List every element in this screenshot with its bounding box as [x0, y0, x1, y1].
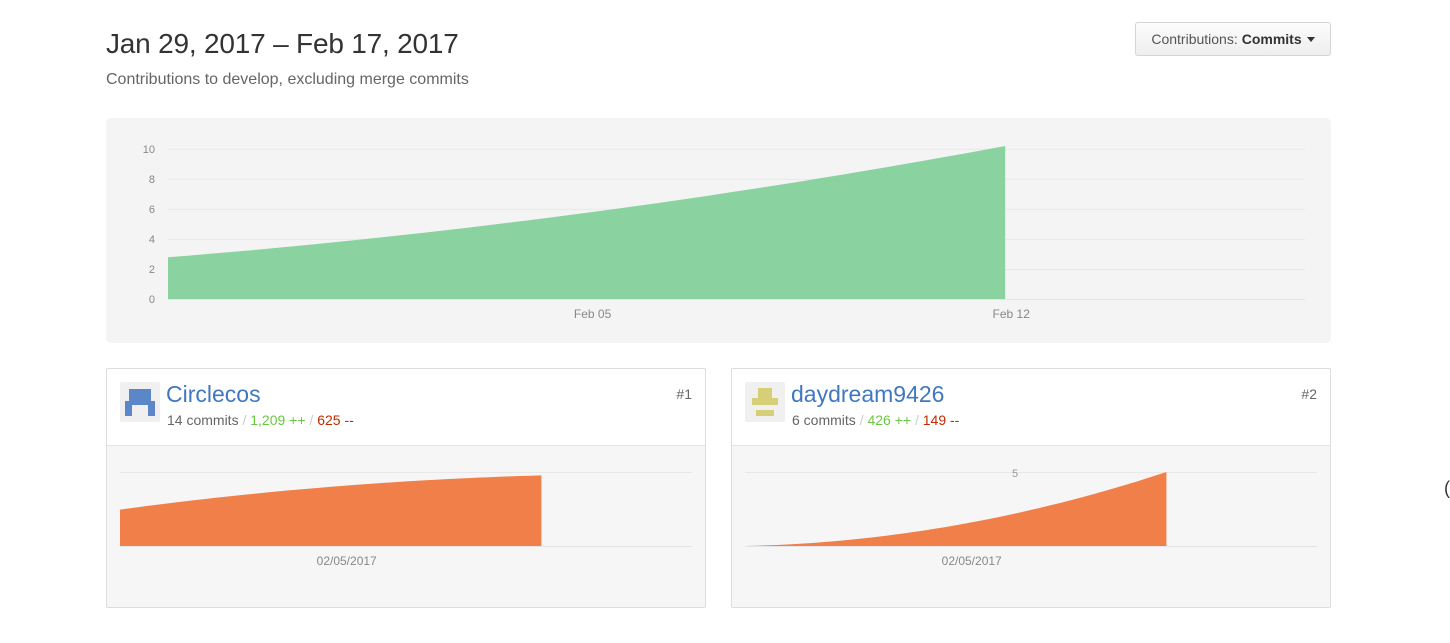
contributor-area-series [745, 472, 1167, 546]
deletions-count: 149 -- [922, 412, 960, 428]
y-tick-label: 4 [149, 234, 155, 246]
y-tick-label: 5 [1012, 468, 1018, 480]
x-tick-label: Feb 12 [993, 307, 1031, 321]
contributor-rank: #1 [676, 386, 692, 402]
stats-separator: / [242, 412, 247, 428]
x-tick-label: 02/05/2017 [942, 554, 1002, 568]
contributions-dropdown[interactable]: Contributions: Commits [1135, 22, 1331, 56]
y-tick-label: 6 [149, 204, 155, 216]
main-chart-svg: 0 2 4 6 8 10 Feb 05 Feb 12 [143, 144, 1305, 321]
contributions-dropdown-value: Commits [1241, 31, 1302, 47]
main-commits-chart: 0 2 4 6 8 10 Feb 05 Feb 12 [106, 118, 1331, 343]
y-tick-label: 2 [149, 264, 155, 276]
commit-count: 6 commits [792, 412, 856, 428]
contributor-chart-svg: 5 02/05/2017 [745, 468, 1317, 568]
contributor-card-header: daydream9426 6 commits / 426 ++ / 149 --… [732, 369, 1330, 445]
deletions-count: 625 -- [317, 412, 354, 428]
avatar[interactable] [745, 382, 785, 422]
stats-separator: / [859, 412, 864, 428]
contributor-card-header: Circlecos 14 commits / 1,209 ++ / 625 --… [107, 369, 705, 445]
avatar[interactable] [120, 382, 160, 422]
contributor-stats: 14 commits / 1,209 ++ / 625 -- [167, 412, 354, 428]
additions-count: 1,209 ++ [250, 412, 306, 428]
commit-count: 14 commits [167, 412, 239, 428]
contributor-area-series [120, 475, 542, 546]
contributor-card: Circlecos 14 commits / 1,209 ++ / 625 --… [106, 368, 706, 608]
contributor-chart: 5 02/05/2017 [732, 445, 1330, 607]
stats-separator: / [914, 412, 919, 428]
contributor-stats: 6 commits / 426 ++ / 149 -- [792, 412, 959, 428]
x-tick-label: Feb 05 [574, 307, 612, 321]
contributor-rank: #2 [1301, 386, 1317, 402]
additions-count: 426 ++ [867, 412, 912, 428]
y-tick-label: 10 [143, 144, 155, 156]
x-tick-label: 02/05/2017 [317, 554, 377, 568]
y-tick-label: 0 [149, 294, 155, 306]
contributor-card: daydream9426 6 commits / 426 ++ / 149 --… [731, 368, 1331, 608]
identicon-icon [125, 389, 155, 416]
identicon-icon [752, 388, 778, 416]
contributor-chart-svg: 02/05/2017 [120, 472, 692, 568]
caret-down-icon [1306, 36, 1315, 42]
page-title: Jan 29, 2017 – Feb 17, 2017 [106, 28, 459, 59]
y-tick-label: 8 [149, 174, 155, 186]
contributor-chart: 02/05/2017 [107, 445, 705, 607]
main-area-series [168, 146, 1006, 299]
edge-glyph: ( [1444, 478, 1450, 498]
contributor-username-link[interactable]: Circlecos [166, 381, 261, 407]
contributor-username-link[interactable]: daydream9426 [791, 381, 945, 407]
contributions-dropdown-label: Contributions: [1151, 31, 1238, 47]
stats-separator: / [309, 412, 314, 428]
page-subtitle: Contributions to develop, excluding merg… [106, 71, 469, 88]
